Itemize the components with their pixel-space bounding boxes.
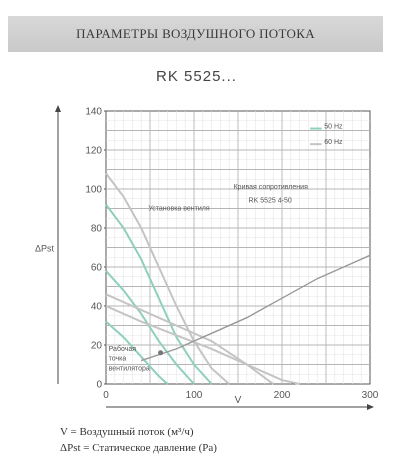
airflow-chart: 0 20 40 60 80 100 120 140 0 100 200 300 ΔPst V 50 Hz 60… (35, 105, 379, 410)
x-tick-label: 100 (186, 390, 203, 401)
header-title: ПАРАМЕТРЫ ВОЗДУШНОГО ПОТОКА (76, 26, 315, 41)
annotation-label: точка (109, 356, 127, 363)
annotation-label: Рабочая (109, 345, 137, 353)
series-line (105, 293, 274, 385)
x-axis-arrowhead (367, 404, 374, 410)
y-tick-label: 60 (91, 263, 103, 274)
y-tick-label: 80 (91, 224, 103, 235)
header-band: ПАРАМЕТРЫ ВОЗДУШНОГО ПОТОКА (8, 16, 383, 52)
x-axis-label: V (235, 395, 242, 406)
y-axis-arrowhead (55, 105, 61, 112)
x-tick-label: 200 (274, 390, 291, 401)
y-tick-label: 140 (85, 107, 102, 118)
annotation-label: вентилятора (109, 365, 150, 372)
y-tick-label: 40 (91, 302, 103, 313)
y-tick-label: 100 (85, 185, 102, 196)
y-tick-label: 0 (96, 380, 102, 391)
legend-block: V = Воздушный поток (м³/ч) ΔPst = Статич… (60, 424, 390, 456)
model-title: RK 5525... (156, 68, 237, 85)
operating-point (158, 350, 164, 356)
series-line (105, 203, 213, 385)
annotation-label: RK 5525 4-50 (249, 198, 292, 205)
y-tick-label: 20 (91, 341, 103, 352)
series-line (105, 270, 195, 385)
series-line (105, 305, 300, 385)
series-line (140, 254, 371, 362)
y-tick-label: 120 (85, 146, 102, 157)
series-line (105, 172, 230, 385)
annotation-label: Установка вентиля (148, 205, 210, 212)
annotation-label: Кривая сопротивления (234, 184, 308, 191)
legend-v-line: V = Воздушный поток (м³/ч) (60, 426, 194, 438)
series-line (105, 320, 169, 385)
x-tick-label: 300 (362, 390, 379, 401)
x-tick-label: 0 (103, 390, 109, 401)
legend-p-line: ΔPst = Статическое давление (Pa) (60, 442, 217, 454)
annotation-label: 60 Hz (324, 139, 343, 146)
y-axis-label: ΔPst (35, 244, 55, 254)
annotation-label: 50 Hz (324, 124, 343, 131)
